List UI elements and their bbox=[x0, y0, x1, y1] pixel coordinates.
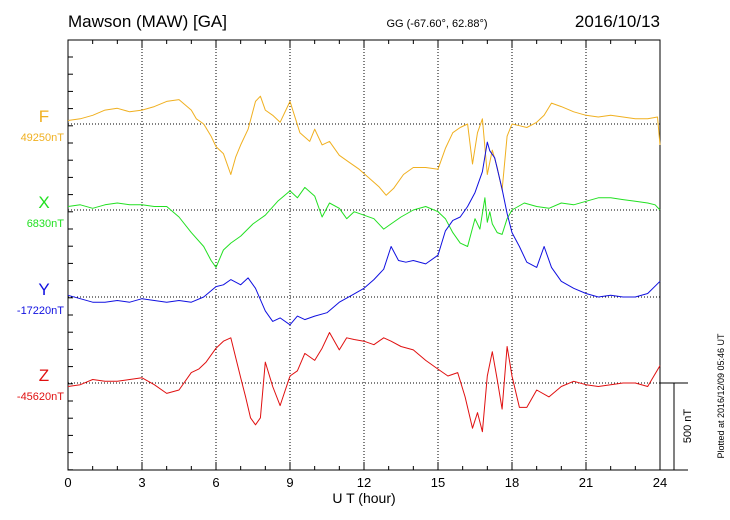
left-minor-ticks bbox=[68, 56, 73, 471]
chart-title: Mawson (MAW) [GA] bbox=[68, 12, 227, 31]
baseline-value-x: 6830nT bbox=[27, 218, 65, 230]
component-label-z: Z bbox=[39, 366, 49, 385]
x-axis: 0 3 6 9 12 15 18 21 24 bbox=[64, 40, 667, 490]
series-lines bbox=[67, 95, 661, 433]
series-line-f bbox=[67, 95, 661, 196]
component-labels: F 49250nT X 6830nT Y -17220nT Z -45620nT bbox=[17, 107, 64, 403]
x-tick-label: 21 bbox=[579, 475, 593, 490]
series-line-y bbox=[67, 141, 661, 326]
baseline-value-z: -45620nT bbox=[17, 391, 64, 403]
scale-bar: 500 nT bbox=[660, 382, 694, 471]
station-coordinates: GG (-67.60°, 62.88°) bbox=[386, 18, 487, 30]
scale-bar-label: 500 nT bbox=[682, 409, 694, 444]
x-tick-label: 3 bbox=[138, 475, 145, 490]
baseline-value-y: -17220nT bbox=[17, 305, 64, 317]
component-label-x: X bbox=[38, 193, 49, 212]
x-tick-label: 24 bbox=[653, 475, 667, 490]
x-tick-label: 0 bbox=[64, 475, 71, 490]
x-axis-label: U T (hour) bbox=[332, 490, 395, 506]
baseline-value-f: 49250nT bbox=[21, 132, 65, 144]
x-tick-label: 9 bbox=[286, 475, 293, 490]
x-tick-label: 18 bbox=[505, 475, 519, 490]
plotted-at-note: Plotted at 2016/12/09 05:46 UT bbox=[716, 333, 726, 459]
plot-frame bbox=[67, 39, 661, 471]
series-line-z bbox=[67, 332, 661, 433]
x-tick-label: 15 bbox=[431, 475, 445, 490]
x-tick-label: 12 bbox=[357, 475, 371, 490]
component-label-y: Y bbox=[38, 280, 49, 299]
chart-date: 2016/10/13 bbox=[575, 12, 660, 31]
component-label-f: F bbox=[39, 107, 49, 126]
x-tick-label: 6 bbox=[212, 475, 219, 490]
series-line-x bbox=[67, 186, 661, 268]
